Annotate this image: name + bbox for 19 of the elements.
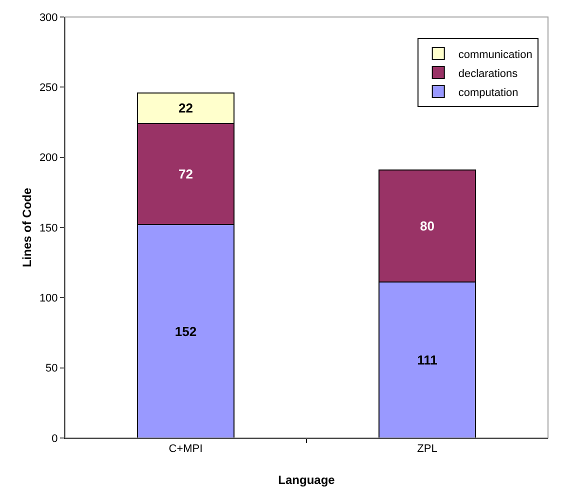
- legend-label: computation: [458, 86, 518, 99]
- data-label: 72: [178, 166, 193, 182]
- y-tick-label: 250: [39, 82, 58, 94]
- data-label: 22: [178, 100, 193, 116]
- y-tick-label: 0: [52, 432, 58, 445]
- y-tick-label: 300: [39, 12, 58, 24]
- x-tick-label: ZPL: [417, 443, 438, 456]
- data-label: 152: [174, 324, 197, 339]
- y-tick-label: 100: [39, 292, 58, 305]
- legend-label: communication: [458, 48, 532, 61]
- data-label: 80: [420, 218, 434, 234]
- y-axis-title: Lines of Code: [20, 188, 34, 268]
- x-axis-title: Language: [278, 473, 336, 487]
- y-tick-label: 200: [39, 152, 58, 164]
- legend-label: declarations: [458, 68, 518, 80]
- y-tick-label: 150: [39, 222, 58, 234]
- data-label: 111: [417, 352, 438, 368]
- x-tick-label: C+MPI: [168, 443, 203, 456]
- y-tick-label: 50: [46, 362, 58, 375]
